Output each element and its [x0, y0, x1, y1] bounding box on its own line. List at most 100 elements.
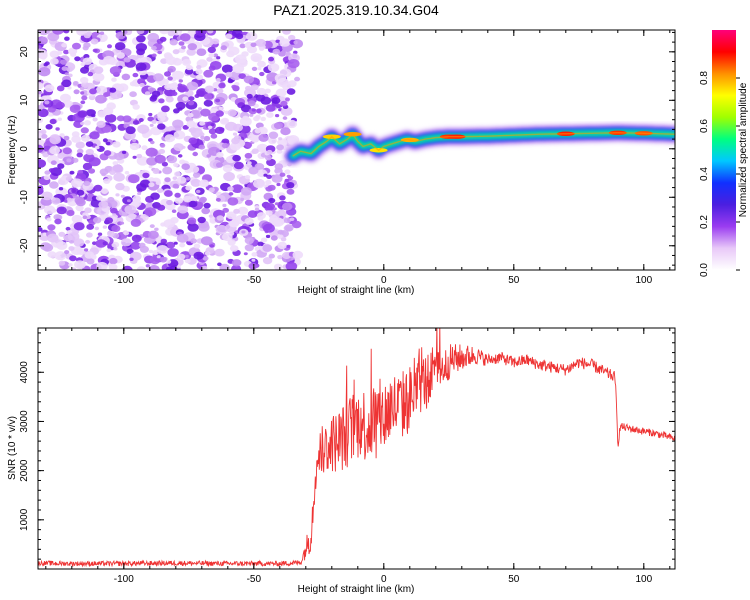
noise-speck [226, 211, 237, 220]
noise-speck [187, 223, 199, 232]
noise-speck [265, 210, 273, 216]
noise-speck [114, 83, 119, 87]
noise-speck [56, 206, 67, 215]
noise-speck [200, 135, 205, 140]
noise-speck [208, 128, 217, 135]
noise-speck [215, 162, 224, 168]
noise-speck [149, 123, 154, 127]
noise-speck [96, 261, 108, 270]
noise-speck [92, 72, 105, 82]
noise-speck [73, 89, 80, 95]
noise-speck [97, 232, 103, 236]
noise-speck [218, 106, 224, 111]
noise-speck [183, 195, 193, 203]
noise-speck [73, 222, 85, 231]
noise-speck [148, 112, 153, 117]
noise-speck [93, 66, 104, 74]
noise-speck [98, 200, 109, 209]
noise-speck [164, 71, 171, 77]
noise-speck [137, 124, 150, 134]
noise-speck [112, 213, 117, 217]
noise-speck [284, 178, 289, 183]
noise-speck [151, 45, 157, 51]
noise-speck [215, 224, 228, 235]
noise-speck [279, 195, 286, 201]
noise-speck [64, 36, 70, 41]
noise-speck [67, 86, 72, 90]
noise-speck [137, 78, 146, 85]
noise-speck [105, 141, 111, 146]
noise-speck [60, 59, 68, 65]
noise-speck [154, 227, 159, 231]
y-tick-label: 2000 [19, 459, 30, 482]
noise-speck [181, 163, 190, 170]
noise-speck [272, 48, 281, 55]
noise-speck [135, 62, 147, 71]
noise-speck [244, 175, 251, 180]
noise-speck [210, 123, 215, 127]
noise-speck [151, 53, 157, 58]
noise-speck [95, 195, 103, 201]
spectrogram-y-ticks: -20 -10 0 10 20 [19, 31, 675, 266]
noise-speck [136, 156, 149, 166]
y-tick-label: 0 [19, 146, 30, 152]
noise-speck [185, 90, 194, 97]
noise-speck [123, 231, 130, 236]
noise-speck [232, 63, 245, 74]
noise-speck [208, 187, 215, 193]
noise-region [38, 30, 304, 270]
noise-speck [103, 150, 112, 156]
noise-speck [63, 135, 70, 141]
noise-speck [59, 133, 65, 137]
noise-speck [92, 117, 98, 122]
noise-speck [257, 67, 262, 71]
snr-x-label: Height of straight line (km) [298, 584, 415, 595]
noise-speck [248, 166, 259, 175]
noise-speck [49, 118, 57, 125]
noise-speck [130, 241, 141, 250]
noise-speck [145, 147, 158, 157]
noise-speck [262, 223, 275, 233]
noise-speck [237, 206, 249, 215]
noise-speck [202, 256, 209, 261]
y-tick-label: 10 [19, 94, 30, 106]
noise-speck [56, 85, 65, 92]
noise-speck [115, 31, 126, 40]
noise-speck [244, 237, 254, 245]
noise-speck [215, 98, 221, 103]
noise-speck [266, 112, 274, 118]
colorbar-label: Normalized spectral amplitude [738, 82, 749, 217]
colorbar-tick-label: 0.4 [699, 167, 710, 181]
noise-speck [148, 265, 160, 270]
noise-speck [245, 158, 251, 162]
noise-speck [138, 118, 144, 122]
noise-speck [156, 245, 169, 254]
noise-speck [282, 30, 291, 35]
noise-speck [49, 181, 59, 189]
noise-speck [249, 113, 254, 117]
noise-speck [42, 152, 49, 158]
noise-speck [152, 168, 160, 174]
noise-speck [209, 244, 215, 248]
noise-speck [277, 255, 283, 260]
noise-speck [240, 197, 245, 201]
noise-speck [203, 99, 213, 107]
noise-speck [157, 50, 163, 55]
noise-speck [201, 265, 208, 270]
noise-speck [227, 239, 236, 246]
noise-speck [225, 121, 237, 131]
noise-speck [150, 94, 158, 100]
noise-speck [160, 222, 166, 227]
noise-speck [132, 155, 137, 159]
noise-speck [103, 92, 110, 98]
noise-speck [272, 81, 277, 85]
noise-speck [177, 205, 189, 214]
noise-speck [258, 245, 263, 249]
noise-speck [159, 256, 167, 263]
noise-speck [111, 77, 117, 82]
noise-speck [228, 231, 235, 236]
x-tick-label: 50 [508, 275, 520, 286]
noise-speck [276, 149, 283, 154]
noise-speck [76, 248, 86, 256]
noise-speck [112, 141, 121, 148]
